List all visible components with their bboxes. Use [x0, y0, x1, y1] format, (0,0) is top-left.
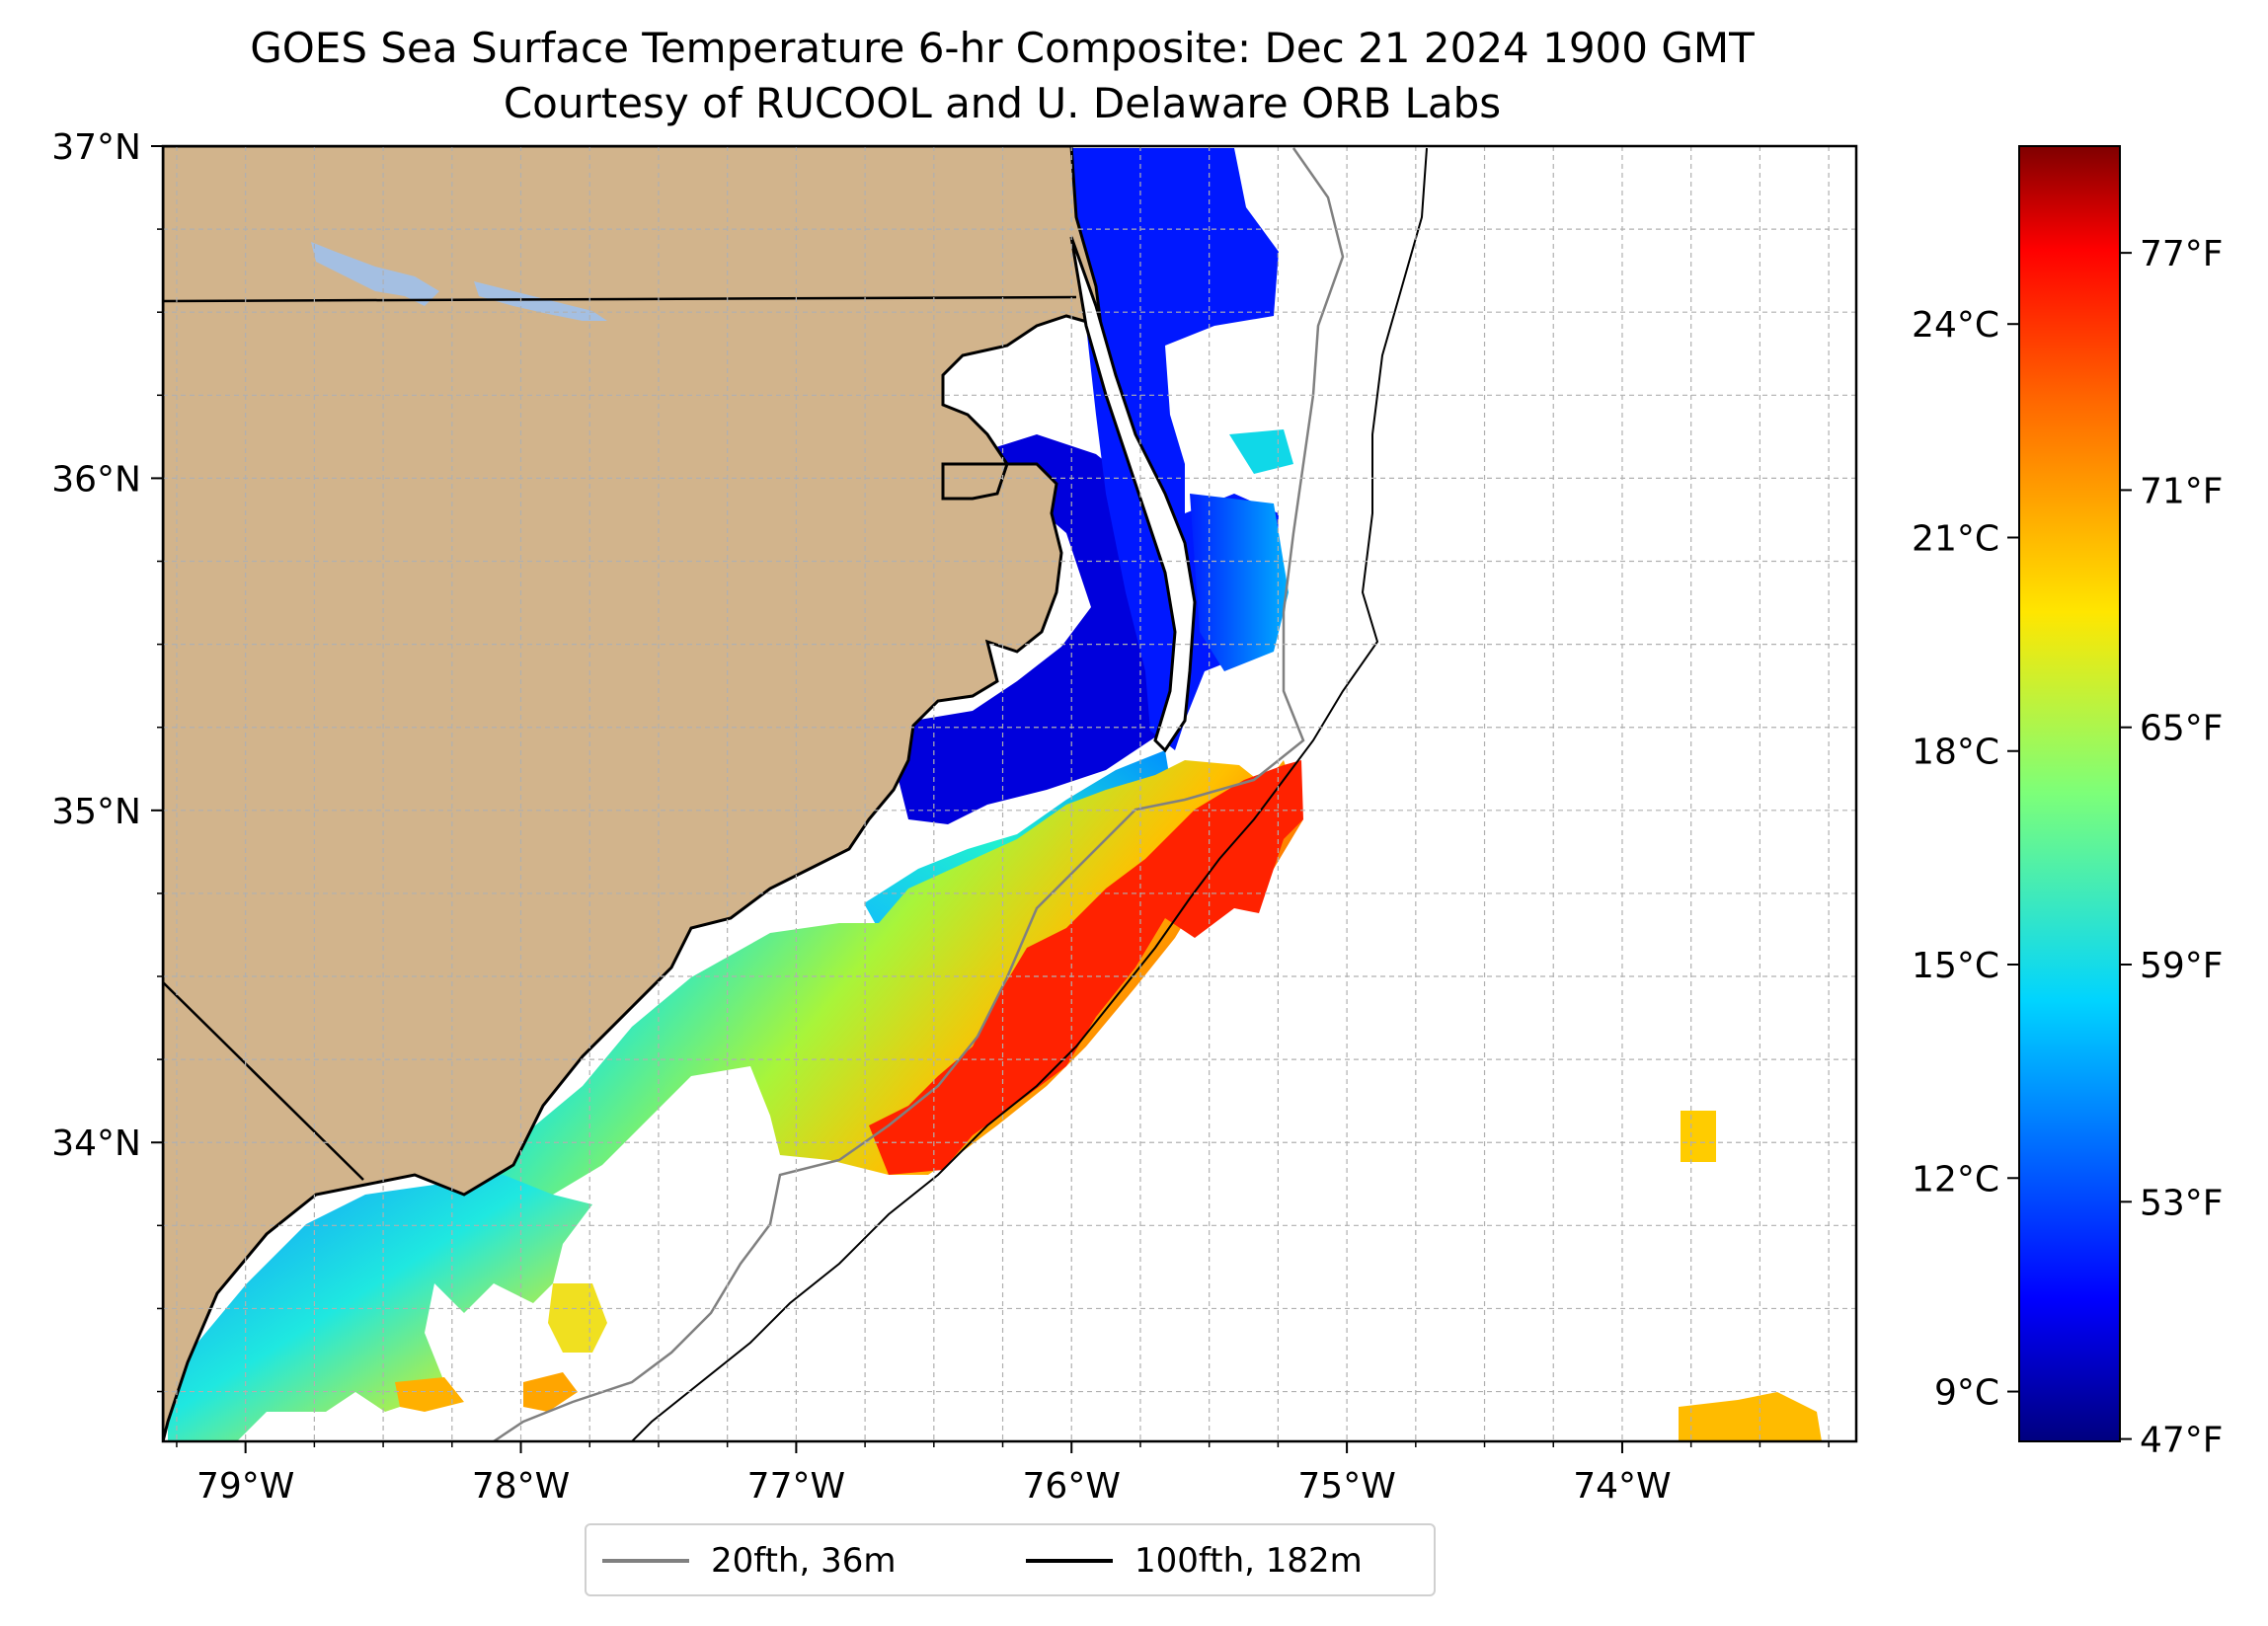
va-nc-border: [163, 295, 1077, 303]
land-mass: [163, 146, 1103, 1441]
colorbar-f-label: 65°F: [2140, 709, 2224, 749]
outer-banks-barrier: [1069, 236, 1197, 753]
sst-onslow-bay-region: [464, 760, 1303, 1214]
colorbar-c-label: 21°C: [1912, 518, 1999, 559]
legend-item-20fth: 20fth, 36m: [602, 1539, 897, 1583]
colorbar-ticks: 9°C 12°C 15°C 18°C 21°C 24°C 47°F 53°F 59°F 65°F 7…: [1912, 234, 2223, 1460]
colorbar: 9°C 12°C 15°C 18°C 21°C 24°C 47°F 53°F 59°F 65°F 7…: [1912, 145, 2224, 1461]
nc-sc-border: [163, 981, 364, 1181]
gridlines: [157, 145, 1856, 1447]
sst-yellow-patch-west: [548, 1283, 607, 1353]
colorbar-c-label: 18°C: [1912, 733, 1999, 773]
colorbar-f-label: 59°F: [2140, 946, 2224, 986]
lake-kerr: [311, 242, 439, 306]
sst-cyan-patch: [1229, 429, 1293, 474]
colorbar-f-label: 77°F: [2140, 234, 2224, 274]
colorbar-c-label: 15°C: [1912, 946, 1999, 986]
chart-subtitle: Courtesy of RUCOOL and U. Delaware ORB L…: [503, 79, 1502, 127]
map-axes: 37°N 36°N 35°N 34°N 79°W 78°W 77°W 76°W 75°W 74°W: [51, 127, 1671, 1507]
lat-tick-label: 34°N: [51, 1123, 141, 1164]
chart-title: GOES Sea Surface Temperature 6-hr Compos…: [250, 24, 1755, 72]
lon-tick-label: 79°W: [196, 1466, 294, 1507]
colorbar-f-label: 47°F: [2140, 1421, 2224, 1461]
colorbar-f-label: 71°F: [2140, 471, 2224, 511]
colorbar-c-label: 12°C: [1912, 1159, 1999, 1200]
legend-label-20fth: 20fth, 36m: [711, 1541, 897, 1581]
lat-tick-label: 37°N: [51, 127, 141, 168]
lat-tick-label: 35°N: [51, 792, 141, 832]
sst-offshore-patch-south: [1679, 1392, 1822, 1441]
colorbar-ramp: [2018, 145, 2121, 1442]
legend-label-100fth: 100fth, 182m: [1134, 1541, 1363, 1581]
sst-offshore-patch-north: [1681, 1111, 1716, 1162]
sst-gulf-stream-region: [869, 760, 1303, 1175]
sst-hatteras-offshore: [1190, 494, 1289, 671]
lat-tick-label: 36°N: [51, 459, 141, 500]
map-frame: [161, 144, 1858, 1443]
legend-item-100fth: 100fth, 182m: [1026, 1539, 1363, 1583]
lon-tick-label: 78°W: [472, 1466, 570, 1507]
lon-tick-label: 74°W: [1573, 1466, 1671, 1507]
sst-orange-patch-sw: [395, 1377, 464, 1412]
colorbar-f-label: 53°F: [2140, 1183, 2224, 1223]
colorbar-c-label: 24°C: [1912, 305, 1999, 346]
legend: 20fth, 36m 100fth, 182m: [585, 1523, 1436, 1596]
lake-gaston: [474, 281, 607, 321]
legend-swatch-100fth: [1026, 1559, 1113, 1563]
lon-tick-label: 75°W: [1297, 1466, 1395, 1507]
legend-swatch-20fth: [602, 1559, 689, 1563]
colorbar-c-label: 9°C: [1934, 1373, 1999, 1414]
lon-tick-label: 76°W: [1023, 1466, 1121, 1507]
sst-orange-patch-west: [523, 1372, 578, 1412]
lon-tick-label: 77°W: [747, 1466, 845, 1507]
isobath-20fth: [493, 147, 1345, 1441]
isobath-100fth: [631, 147, 1428, 1441]
